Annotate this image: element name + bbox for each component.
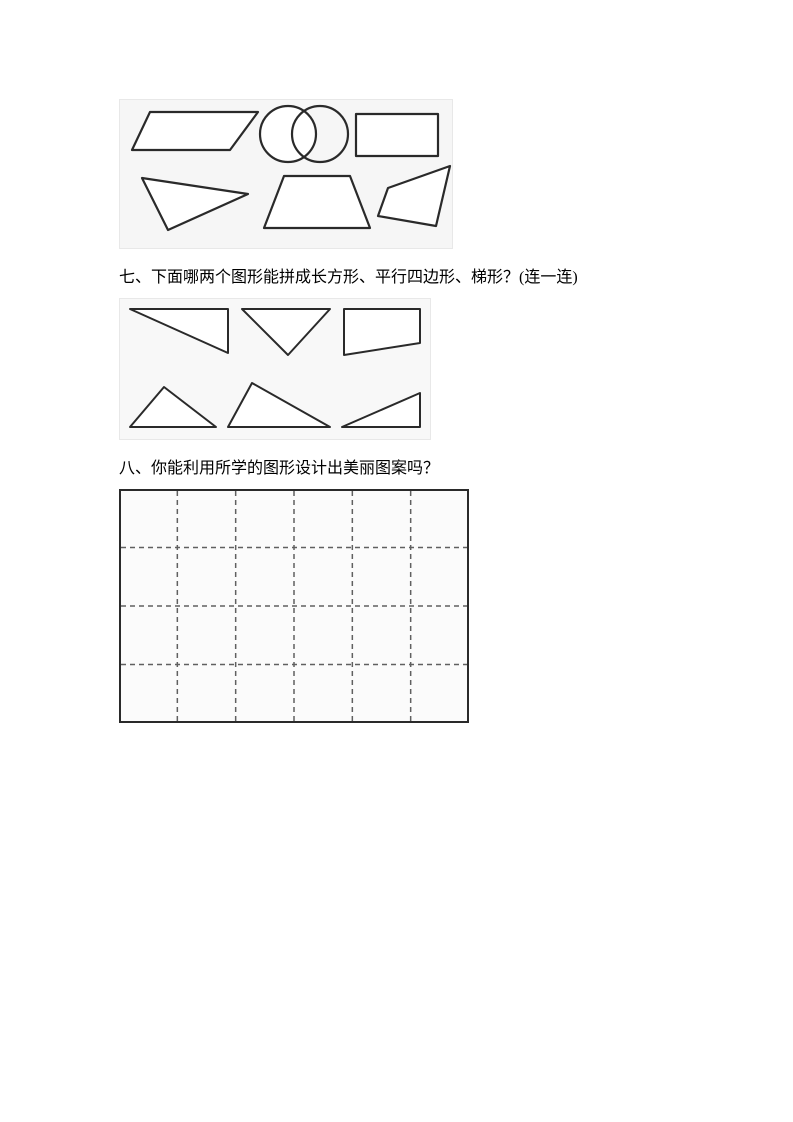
grid-svg	[119, 489, 469, 723]
design-grid	[119, 489, 469, 723]
matching-svg	[120, 299, 430, 439]
figure-shapes-set	[119, 99, 453, 249]
question-8-text: 八、你能利用所学的图形设计出美丽图案吗？	[119, 457, 674, 481]
worksheet-content: 七、下面哪两个图形能拼成长方形、平行四边形、梯形？(连一连) 八、你能利用所学的…	[119, 99, 674, 723]
figure-matching-shapes	[119, 298, 431, 440]
question-7-text: 七、下面哪两个图形能拼成长方形、平行四边形、梯形？(连一连)	[119, 266, 674, 290]
shapes-svg	[120, 100, 452, 248]
